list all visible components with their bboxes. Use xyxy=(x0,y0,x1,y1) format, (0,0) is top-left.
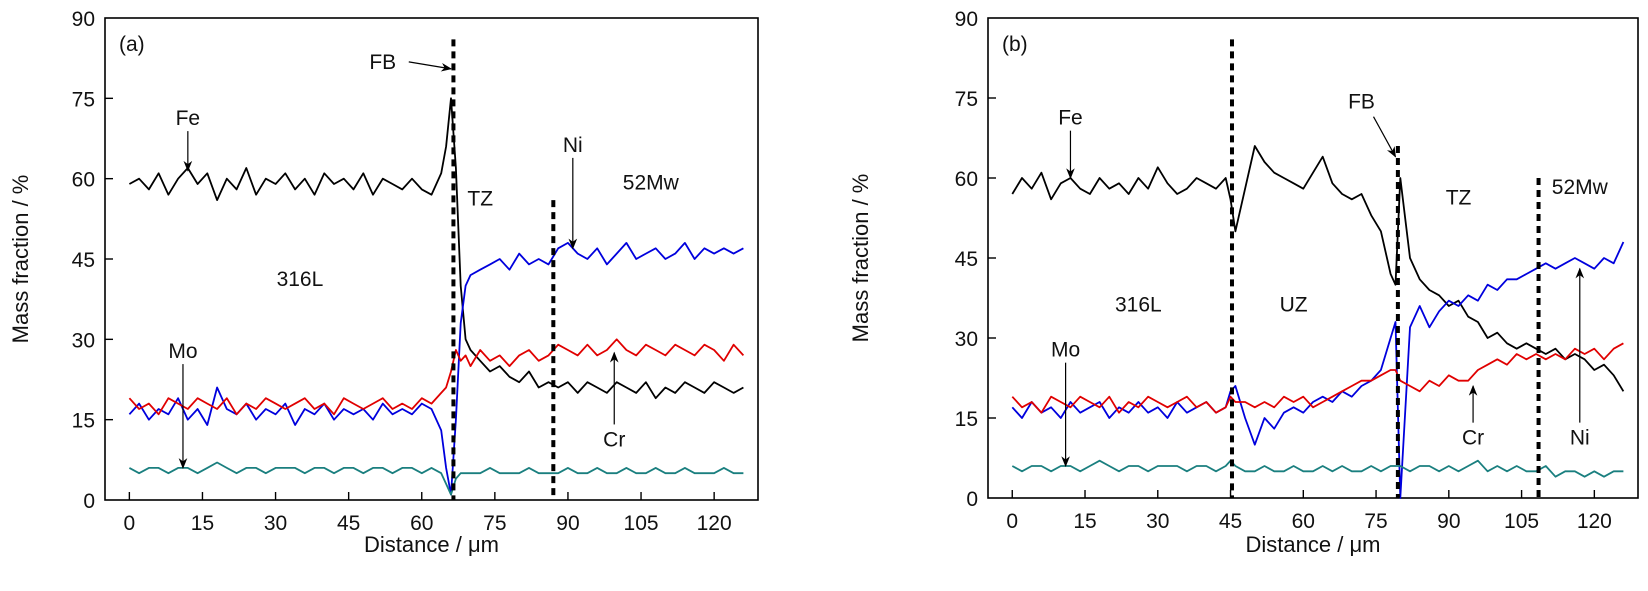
region-label: 52Mw xyxy=(1552,176,1609,199)
x-tick-label: 120 xyxy=(697,512,732,535)
panel-label: (b) xyxy=(1002,33,1028,56)
annotation-label: Mo xyxy=(1051,339,1080,362)
series-line-mo xyxy=(1011,459,1624,478)
x-tick-label: 0 xyxy=(124,512,136,535)
annotation-label: Fe xyxy=(1058,107,1083,130)
panel-label: (a) xyxy=(119,33,145,56)
series-line-fe xyxy=(1011,145,1625,392)
annotation-label: FB xyxy=(1348,91,1375,114)
region-label: TZ xyxy=(1446,187,1472,210)
region-label: 316L xyxy=(277,268,324,291)
x-tick-label: 0 xyxy=(1006,510,1018,533)
y-tick-label: 45 xyxy=(955,248,978,271)
panel-b-chart: 0 15 30 45 60 75 90 0 15 30 45 60 75 90 105 120 Distance… xyxy=(848,8,1639,557)
x-tick-label: 120 xyxy=(1577,510,1612,533)
x-tick-label: 90 xyxy=(556,512,579,535)
y-tick-label: 15 xyxy=(72,410,95,433)
x-tick-label: 15 xyxy=(191,512,214,535)
x-tick-label: 30 xyxy=(1146,510,1169,533)
x-tick-label: 15 xyxy=(1073,510,1096,533)
plot-frame xyxy=(987,17,1639,499)
y-tick-label: 75 xyxy=(72,88,95,111)
x-axis-title: Distance / μm xyxy=(364,532,499,557)
y-tick-label: 60 xyxy=(72,169,95,192)
x-axis-title: Distance / μm xyxy=(1246,532,1381,557)
y-tick-label: 15 xyxy=(955,408,978,431)
annotation-label: Ni xyxy=(1570,427,1590,450)
y-tick-label: 0 xyxy=(966,488,978,511)
series-line-ni xyxy=(128,241,744,496)
x-tick-label: 75 xyxy=(483,512,506,535)
y-axis-title: Mass fraction / % xyxy=(848,174,873,343)
y-tick-label: 45 xyxy=(72,249,95,272)
annotation-label: FB xyxy=(369,51,396,74)
y-tick-label: 30 xyxy=(72,329,95,352)
annotation-label: Ni xyxy=(563,134,583,157)
y-tick-label: 90 xyxy=(955,8,978,31)
series-line-cr xyxy=(128,338,745,416)
series-line-ni xyxy=(1011,241,1625,499)
panel-a-chart: 0 15 30 45 60 75 90 0 15 30 45 60 75 90 105 120 Distance… xyxy=(8,8,759,557)
region-label: UZ xyxy=(1280,293,1308,316)
y-tick-label: 30 xyxy=(955,328,978,351)
annotation-label: Mo xyxy=(168,340,197,363)
x-tick-label: 75 xyxy=(1364,510,1387,533)
x-tick-label: 105 xyxy=(624,512,659,535)
annotation-label: Cr xyxy=(603,428,625,451)
annotation-label: Fe xyxy=(176,107,201,130)
x-tick-label: 60 xyxy=(410,512,433,535)
series-line-mo xyxy=(128,461,744,496)
annotation-arrow xyxy=(1372,116,1396,158)
series-line-fe xyxy=(128,97,744,400)
annotation-label: Cr xyxy=(1462,427,1484,450)
region-label: 316L xyxy=(1115,293,1162,316)
y-tick-label: 75 xyxy=(955,88,978,111)
x-tick-label: 45 xyxy=(337,512,360,535)
series-line-cr xyxy=(1011,342,1624,414)
y-axis-title: Mass fraction / % xyxy=(8,175,33,344)
x-tick-label: 45 xyxy=(1219,510,1242,533)
plot-frame xyxy=(104,17,759,501)
x-tick-label: 60 xyxy=(1292,510,1315,533)
region-label: TZ xyxy=(467,187,493,210)
y-tick-label: 90 xyxy=(72,8,95,31)
y-tick-label: 0 xyxy=(83,490,95,513)
annotation-arrow xyxy=(408,61,453,72)
x-tick-label: 90 xyxy=(1437,510,1460,533)
y-tick-label: 60 xyxy=(955,168,978,191)
x-tick-label: 105 xyxy=(1504,510,1539,533)
x-tick-label: 30 xyxy=(264,512,287,535)
region-label: 52Mw xyxy=(623,171,680,194)
